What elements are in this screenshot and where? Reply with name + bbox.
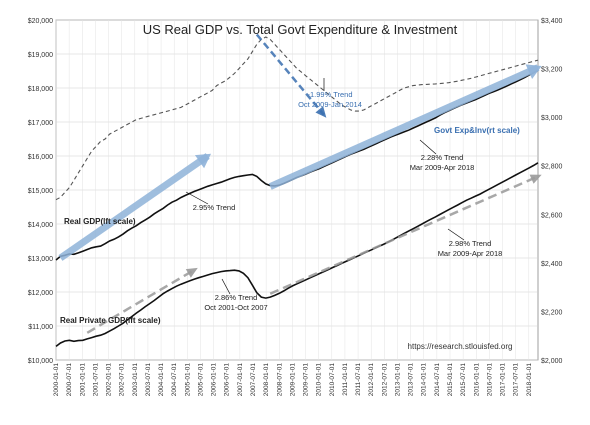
trend-line-1 <box>268 64 540 190</box>
x-tick-label: 2002-01-01 <box>106 363 113 397</box>
x-tick-label: 2010-07-01 <box>329 363 336 397</box>
x-tick-label: 2004-07-01 <box>171 363 178 397</box>
trend-leader-4 <box>447 228 465 241</box>
trend-label-2: -1.99% Trend <box>307 90 352 99</box>
trend-sublabel-3: Oct 2001-Oct 2007 <box>204 303 267 312</box>
right-tick-label: $3,000 <box>541 115 563 122</box>
right-tick-label: $2,000 <box>541 358 563 365</box>
trend-sublabel-2: Oct 2009-Jan 2014 <box>298 100 362 109</box>
left-tick-label: $12,000 <box>28 290 53 297</box>
x-tick-label: 2008-07-01 <box>276 363 283 397</box>
x-tick-label: 2006-01-01 <box>211 363 218 397</box>
left-tick-label: $18,000 <box>28 86 53 93</box>
x-tick-label: 2005-01-01 <box>184 363 191 397</box>
x-tick-label: 2004-01-01 <box>158 363 165 397</box>
x-tick-label: 2015-01-01 <box>447 363 454 397</box>
x-tick-label: 2000-07-01 <box>66 363 73 397</box>
right-tick-label: $2,600 <box>541 212 563 219</box>
x-tick-label: 2010-01-01 <box>316 363 323 397</box>
trend-line-0 <box>58 153 210 261</box>
x-tick-label: 2018-01-01 <box>526 363 533 397</box>
left-tick-label: $16,000 <box>28 154 53 161</box>
x-tick-label: 2016-07-01 <box>486 363 493 397</box>
left-tick-label: $15,000 <box>28 188 53 195</box>
trend-label-3: 2.86% Trend <box>215 293 258 302</box>
x-tick-label: 2009-07-01 <box>303 363 310 397</box>
right-tick-label: $2,400 <box>541 261 563 268</box>
x-tick-label: 2012-07-01 <box>381 363 388 397</box>
x-tick-label: 2011-07-01 <box>355 363 362 396</box>
trend-leader-0 <box>185 191 209 205</box>
x-tick-label: 2001-01-01 <box>79 363 86 397</box>
left-tick-label: $10,000 <box>28 358 53 365</box>
series-annotation-real_gdp: Real GDP(lft scale) <box>64 217 136 226</box>
series-annotation-real_private_gdp: Real Private GDP(lft scale) <box>60 316 161 325</box>
x-tick-label: 2006-07-01 <box>224 363 231 397</box>
trend-label-0: 2.95% Trend <box>193 203 236 212</box>
x-tick-label: 2014-01-01 <box>421 363 428 397</box>
right-tick-label: $3,400 <box>541 18 563 25</box>
trend-line-3 <box>86 268 195 334</box>
x-tick-label: 2013-01-01 <box>394 363 401 397</box>
x-tick-label: 2002-07-01 <box>119 363 126 397</box>
trend-arrowhead-1 <box>525 64 542 79</box>
left-tick-label: $11,000 <box>28 324 53 331</box>
series-layer <box>55 36 539 348</box>
x-tick-label: 2009-01-01 <box>289 363 296 397</box>
trend-arrowhead-0 <box>194 153 212 169</box>
x-tick-label: 2000-01-01 <box>53 363 60 397</box>
trend-leader-1 <box>419 139 437 155</box>
x-tick-label: 2007-01-01 <box>237 363 244 397</box>
trend-sublabel-1: Mar 2009-Apr 2018 <box>410 163 475 172</box>
axis-layer: $10,000 $11,000 $12,000 $13,000 $14,000 $15,0… <box>28 18 563 396</box>
x-tick-label: 2016-01-01 <box>473 363 480 397</box>
x-tick-label: 2003-01-01 <box>132 363 139 397</box>
series-line-1 <box>55 162 539 348</box>
trend-arrowhead-2 <box>315 106 327 118</box>
trend-line-4 <box>269 175 539 295</box>
x-tick-label: 2013-07-01 <box>408 363 415 397</box>
x-tick-label: 2017-07-01 <box>513 363 520 397</box>
x-tick-label: 2007-07-01 <box>250 363 257 397</box>
left-tick-label: $17,000 <box>28 120 53 127</box>
left-tick-label: $19,000 <box>28 52 53 59</box>
right-tick-label: $3,200 <box>541 67 563 74</box>
left-tick-label: $14,000 <box>28 222 53 229</box>
x-tick-label: 2011-01-01 <box>342 363 349 396</box>
series-annotation-govt_exp: Govt Exp&Inv(rt scale) <box>434 126 520 135</box>
x-tick-label: 2012-01-01 <box>368 363 375 397</box>
x-tick-label: 2003-07-01 <box>145 363 152 397</box>
grid <box>55 19 539 361</box>
left-tick-label: $13,000 <box>28 256 53 263</box>
x-tick-label: 2014-07-01 <box>434 363 441 397</box>
x-tick-label: 2017-01-01 <box>500 363 507 397</box>
trend-arrowhead-3 <box>185 267 198 278</box>
x-tick-label: 2015-07-01 <box>460 363 467 397</box>
trend-leader-3 <box>221 278 231 295</box>
trend-label-4: 2.98% Trend <box>449 239 492 248</box>
trend-line-2 <box>255 33 325 116</box>
chart-title: US Real GDP vs. Total Govt Expenditure &… <box>143 22 458 37</box>
right-tick-label: $2,800 <box>541 164 563 171</box>
left-tick-label: $20,000 <box>28 18 53 25</box>
trend-sublabel-4: Mar 2009-Apr 2018 <box>438 249 503 258</box>
trend-label-1: 2.28% Trend <box>421 153 464 162</box>
right-tick-label: $2,200 <box>541 309 563 316</box>
x-tick-label: 2008-01-01 <box>263 363 270 397</box>
trend-arrowhead-4 <box>529 174 542 184</box>
source-url: https://research.stlouisfed.org <box>408 342 513 351</box>
x-tick-label: 2001-07-01 <box>92 363 99 397</box>
x-tick-label: 2005-07-01 <box>197 363 204 397</box>
